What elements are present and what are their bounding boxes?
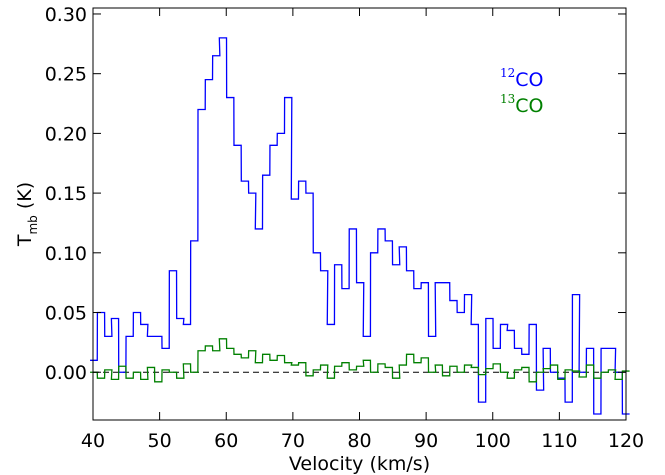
x-tick-label: 100 xyxy=(475,430,511,452)
x-tick-label: 60 xyxy=(214,430,238,452)
x-tick-label: 70 xyxy=(281,430,305,452)
y-axis-title-unit: (K) xyxy=(14,182,36,215)
x-tick-label: 40 xyxy=(81,430,105,452)
series-layer xyxy=(90,37,630,415)
y-tick-label: 0.25 xyxy=(45,64,87,86)
x-tick-label: 90 xyxy=(414,430,438,452)
x-tick-label: 50 xyxy=(148,430,172,452)
legend-entry-12co: 12CO xyxy=(500,66,544,91)
ticks-layer: 40 50 60 70 80 90 100 110 120 0.00 0.05 0.10 0.15 0.2… xyxy=(45,4,644,452)
plot-frame xyxy=(92,7,627,421)
y-tick-label: 0.00 xyxy=(45,362,87,384)
legend-13co-superscript: 13 xyxy=(500,92,515,106)
series-12co-line xyxy=(90,37,630,415)
legend: 12CO 13CO xyxy=(500,66,544,117)
y-tick-label: 0.15 xyxy=(45,183,87,205)
x-tick-label: 120 xyxy=(608,430,644,452)
y-axis-title-subscript: mb xyxy=(26,215,40,234)
y-axis-title: Tmb (K) xyxy=(14,182,40,247)
y-tick-label: 0.20 xyxy=(45,123,87,145)
y-tick-label: 0.10 xyxy=(45,243,87,265)
legend-entry-13co: 13CO xyxy=(500,92,544,117)
x-tick-label: 80 xyxy=(347,430,371,452)
legend-12co-label: CO xyxy=(515,69,543,91)
y-axis-title-base: T xyxy=(14,234,36,247)
legend-12co-superscript: 12 xyxy=(500,66,515,80)
legend-13co-label: CO xyxy=(515,95,543,117)
y-tick-label: 0.05 xyxy=(45,303,87,325)
y-tick-label: 0.30 xyxy=(45,4,87,26)
series-13co-line xyxy=(90,338,630,383)
x-axis-title: Velocity (km/s) xyxy=(289,453,430,475)
x-tick-label: 110 xyxy=(541,430,577,452)
